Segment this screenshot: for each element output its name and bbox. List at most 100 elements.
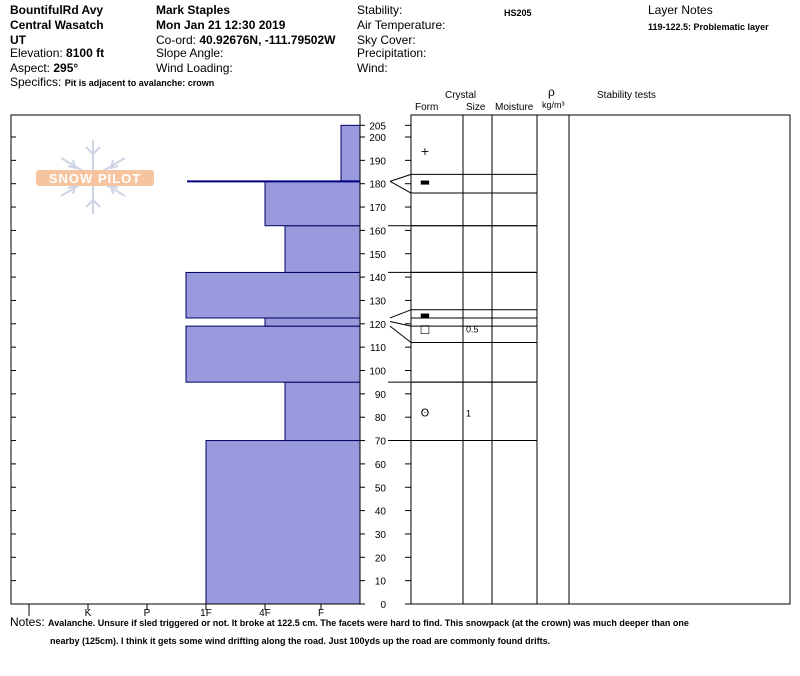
layer-notes-label: Layer Notes — [648, 3, 713, 17]
stability-label: Stability: — [357, 3, 403, 17]
hardness-tick-label: F — [318, 608, 324, 619]
hardness-layer-bar — [340, 124, 361, 182]
hardness-tick-label: P — [144, 608, 151, 619]
density-unit-header: kg/m³ — [542, 100, 565, 110]
layer-note: 119-122.5: Problematic layer — [648, 22, 769, 32]
hardness-layer-bar — [264, 317, 361, 327]
hardness-tick-label: K — [85, 608, 92, 619]
specifics-row: Specifics: Pit is adjacent to avalanche:… — [10, 75, 214, 90]
hardness-layer-bar — [264, 180, 361, 227]
precipitation-label: Precipitation: — [357, 46, 427, 60]
specifics-value: Pit is adjacent to avalanche: crown — [64, 78, 215, 88]
aspect-value: 295° — [53, 61, 79, 75]
elevation-row: Elevation: 8100 ft — [10, 46, 104, 60]
depth-tick-label: 80 — [375, 413, 387, 424]
elevation-value: 8100 ft — [66, 46, 105, 60]
depth-tick-label: 40 — [375, 507, 387, 518]
coord-value: 40.92676N, -111.79502W — [199, 33, 336, 47]
hardness-tick-label: 4F — [259, 608, 271, 619]
logo-band — [36, 170, 154, 186]
table-header: Crystal Form Size Moisture ρ kg/m³ Stabi… — [415, 85, 656, 113]
hardness-layers — [185, 124, 361, 605]
depth-connector — [389, 320, 412, 327]
depth-tick-label: 140 — [369, 273, 386, 284]
air-temperature-label: Air Temperature: — [357, 18, 446, 32]
elevation-label: Elevation: — [10, 46, 63, 60]
slope-angle-label: Slope Angle: — [156, 46, 224, 60]
coord-label: Co-ord: — [156, 33, 197, 47]
hardness-tick-label: I — [28, 608, 31, 619]
depth-tick-label: 0 — [380, 600, 386, 611]
region-name: Central Wasatch — [10, 18, 104, 32]
depth-tick-label: 70 — [375, 437, 387, 448]
notes-text-1: Avalanche. Unsure if sled triggered or n… — [48, 618, 689, 628]
stability-tests-header: Stability tests — [597, 90, 656, 101]
depth-tick-label: 160 — [369, 226, 386, 237]
crystal-form-icon: ʘ — [421, 407, 430, 420]
notes-text-2: nearby (125cm). I think it gets some win… — [50, 636, 551, 646]
table-frame — [410, 114, 791, 605]
frame-ticks — [11, 136, 16, 605]
hardness-layer-bar — [185, 325, 361, 383]
depth-tick-label: 110 — [370, 343, 386, 354]
depth-tick-label: 130 — [369, 296, 386, 307]
snow-height: HS205 — [504, 8, 532, 18]
moisture-header: Moisture — [495, 102, 534, 113]
state-name: UT — [10, 33, 26, 47]
depth-tick-label: 205 — [369, 121, 386, 132]
depth-tick-label: 150 — [369, 250, 386, 261]
form-header: Form — [415, 102, 438, 113]
observation-datetime: Mon Jan 21 12:30 2019 — [156, 18, 286, 32]
rho-header: ρ — [548, 85, 555, 99]
hardness-layer-bar — [284, 225, 361, 273]
depth-connector — [389, 180, 412, 194]
depth-connectors — [389, 173, 412, 343]
snowpilot-logo: SNOW PILOT — [36, 140, 154, 214]
sky-cover-label: Sky Cover: — [357, 33, 416, 47]
crystal-form-icon: ▬ — [420, 175, 430, 188]
hardness-layer-bar — [205, 440, 361, 605]
crystal-form-icon: ▬ — [420, 308, 430, 321]
depth-tick-label: 10 — [375, 577, 387, 588]
notes-label: Notes: — [10, 615, 45, 629]
aspect-row: Aspect: 295° — [10, 61, 78, 75]
layer-boundaries — [388, 173, 537, 442]
location-name: BountifulRd Avy — [10, 3, 104, 17]
depth-connector — [389, 309, 412, 319]
depth-tick-label: 120 — [369, 320, 386, 331]
depth-axis: 0 10 20 30 40 50 60 70 80 90 100 110 120 130 140 150 160… — [360, 121, 411, 611]
depth-tick-label: 50 — [375, 483, 387, 494]
aspect-label: Aspect: — [10, 61, 51, 75]
crystal-header: Crystal — [445, 90, 476, 101]
depth-tick-label: 20 — [375, 553, 387, 564]
crystal-size: 1 — [466, 409, 471, 419]
hardness-layer-bar — [185, 271, 361, 319]
crystal-form-icon: + — [420, 145, 429, 158]
layer-table — [359, 114, 791, 605]
size-header: Size — [466, 102, 486, 113]
depth-tick-label: 170 — [369, 203, 386, 214]
depth-tick-label: 30 — [375, 530, 387, 541]
coord-row: Co-ord: 40.92676N, -111.79502W — [156, 33, 335, 47]
hardness-tick-label: 1F — [200, 608, 212, 619]
depth-tick-label: 190 — [369, 156, 386, 167]
depth-tick-label: 180 — [369, 180, 386, 191]
hardness-axis: I K P 1F 4F F — [28, 604, 324, 619]
notes-line-1: Notes: Avalanche. Unsure if sled trigger… — [10, 615, 689, 630]
crystal-rows: +▬▬□ 0.5ʘ 1 — [420, 145, 479, 420]
hardness-layer-bar — [284, 381, 361, 442]
depth-tick-label: 200 — [369, 133, 386, 144]
crystal-size: 0.5 — [466, 324, 479, 334]
logo-text: SNOW PILOT — [49, 171, 141, 186]
wind-loading-label: Wind Loading: — [156, 61, 233, 75]
crystal-form-icon: □ — [420, 322, 430, 335]
depth-connector — [389, 173, 412, 182]
depth-tick-label: 100 — [369, 367, 386, 378]
wind-label: Wind: — [357, 61, 388, 75]
specifics-label: Specifics: — [10, 75, 62, 89]
depth-tick-label: 60 — [375, 460, 387, 471]
depth-tick-label: 90 — [375, 390, 387, 401]
depth-connector — [389, 325, 412, 343]
observer-name: Mark Staples — [156, 3, 231, 17]
